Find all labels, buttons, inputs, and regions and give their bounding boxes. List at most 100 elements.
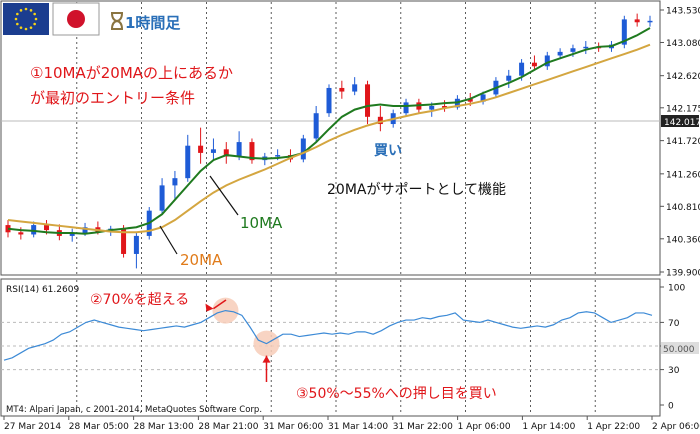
candle-body — [172, 178, 178, 186]
price-tick-label: 142.175 — [666, 104, 700, 114]
current-price-text: 142.017 — [664, 118, 700, 128]
eu-star — [19, 9, 23, 12]
time-tick-label: 31 Mar 22:00 — [393, 422, 453, 432]
candle-body — [236, 142, 242, 157]
time-tick-label: 28 Mar 13:00 — [134, 422, 194, 432]
time-tick-label: 1 Apr 22:00 — [587, 422, 640, 432]
candle-body — [198, 145, 204, 153]
candle-body — [467, 98, 473, 102]
rsi-panel-frame — [0, 278, 661, 417]
candle-body — [570, 48, 576, 52]
rsi-label: RSI(14) 61.2609 — [6, 285, 79, 295]
eu-star — [24, 7, 28, 11]
eu-star — [14, 17, 18, 21]
candle-body — [121, 228, 127, 254]
candle-body — [210, 149, 216, 153]
ma20-pointer — [159, 225, 178, 255]
rsi-line — [3, 309, 653, 361]
candle-body — [275, 155, 281, 157]
candle-body — [621, 19, 627, 45]
rsi-line-group — [3, 309, 653, 361]
rule-text-line2: が最初のエントリー条件 — [30, 89, 195, 107]
rsi-tick-label: 30 — [668, 366, 680, 376]
japan-flag-disc — [67, 10, 85, 28]
candle-body — [31, 225, 37, 235]
header: 1時間足 — [3, 2, 181, 36]
candle-body — [82, 227, 88, 234]
timeframe-label: 1時間足 — [125, 14, 181, 32]
candle-body — [18, 232, 24, 235]
current-price-tag — [661, 115, 699, 127]
candle-body — [326, 87, 332, 114]
price-axis: 143.530 143.080 142.620 142.175 141.720 141.2… — [660, 7, 700, 279]
copyright-text: MT4: Alpari Japan, c 2001-2014, MetaQuot… — [6, 405, 262, 415]
eu-star — [19, 26, 23, 29]
time-tick-label: 28 Mar 21:00 — [198, 422, 258, 432]
rsi-pullback-label: ③50%〜55%への押し目を買い — [296, 386, 497, 402]
eu-star — [16, 22, 19, 26]
rsi-over70-arrow — [213, 299, 227, 310]
time-tick-label: 1 Apr 14:00 — [522, 422, 575, 432]
eu-star — [33, 22, 36, 26]
rsi-tick-label: 0 — [668, 402, 674, 412]
price-tick-label: 141.260 — [666, 170, 700, 180]
moving-averages — [7, 27, 651, 235]
price-tick-label: 140.810 — [666, 203, 700, 213]
price-tick-label: 140.360 — [666, 235, 700, 245]
candle-body — [442, 105, 448, 108]
rsi-50-tag — [661, 342, 699, 354]
time-tick-label: 27 Mar 2014 — [4, 422, 61, 432]
candle-body — [429, 105, 435, 110]
candle-body — [634, 19, 640, 23]
candle-body — [519, 62, 525, 76]
eu-star — [29, 9, 33, 12]
candle-body — [339, 87, 345, 92]
candle-body — [647, 20, 653, 23]
eu-star — [24, 27, 28, 31]
candle-body — [44, 225, 50, 231]
hourglass-icon — [111, 12, 123, 30]
candle-body — [377, 116, 383, 125]
candle-body — [249, 142, 255, 161]
candle-body — [480, 94, 486, 102]
price-tick-label: 139.900 — [666, 269, 700, 279]
price-tick-label: 142.620 — [666, 72, 700, 82]
candle-body — [185, 145, 191, 179]
candle-body — [506, 75, 512, 81]
eu-star — [33, 12, 36, 16]
ma20-line — [7, 43, 651, 234]
time-tick-label: 28 Mar 05:00 — [69, 422, 129, 432]
time-tick-label: 31 Mar 14:00 — [328, 422, 388, 432]
candle-body — [583, 46, 589, 49]
price-panel-frame — [0, 0, 661, 276]
ma10-pointer — [209, 175, 239, 216]
rsi-over70-label: ②70%を超える — [90, 292, 189, 308]
price-tick-label: 141.720 — [666, 137, 700, 147]
candle-body — [313, 113, 319, 139]
rule-text-line1: ①10MAが20MAの上にあるか — [30, 64, 233, 82]
eu-star — [16, 12, 19, 16]
candle-body — [365, 84, 371, 117]
buy-label: 買い — [374, 143, 402, 159]
ma10-label: 10MA — [240, 214, 283, 232]
eu-star — [29, 26, 33, 29]
rsi-tick-label: 70 — [668, 319, 680, 329]
candle-body — [557, 51, 563, 56]
time-axis: 27 Mar 2014 28 Mar 05:00 28 Mar 13:00 28 Ma… — [3, 416, 700, 432]
candle-body — [531, 62, 537, 67]
ma20-label: 20MA — [180, 251, 223, 269]
time-tick-label: 31 Mar 06:00 — [263, 422, 323, 432]
ma10-line — [7, 27, 651, 235]
time-tick-label: 1 Apr 06:00 — [458, 422, 511, 432]
candle-body — [352, 84, 358, 92]
time-tick-label: 2 Apr 06:00 — [652, 422, 700, 432]
rsi-tick-label: 100 — [668, 284, 685, 294]
candle-body — [133, 235, 139, 254]
candle-body — [300, 138, 306, 160]
candle-body — [403, 102, 409, 114]
support-label: 20MAがサポートとして機能 — [327, 182, 506, 198]
candle-body — [223, 149, 229, 157]
rsi-pullback-arrowhead — [262, 355, 271, 363]
